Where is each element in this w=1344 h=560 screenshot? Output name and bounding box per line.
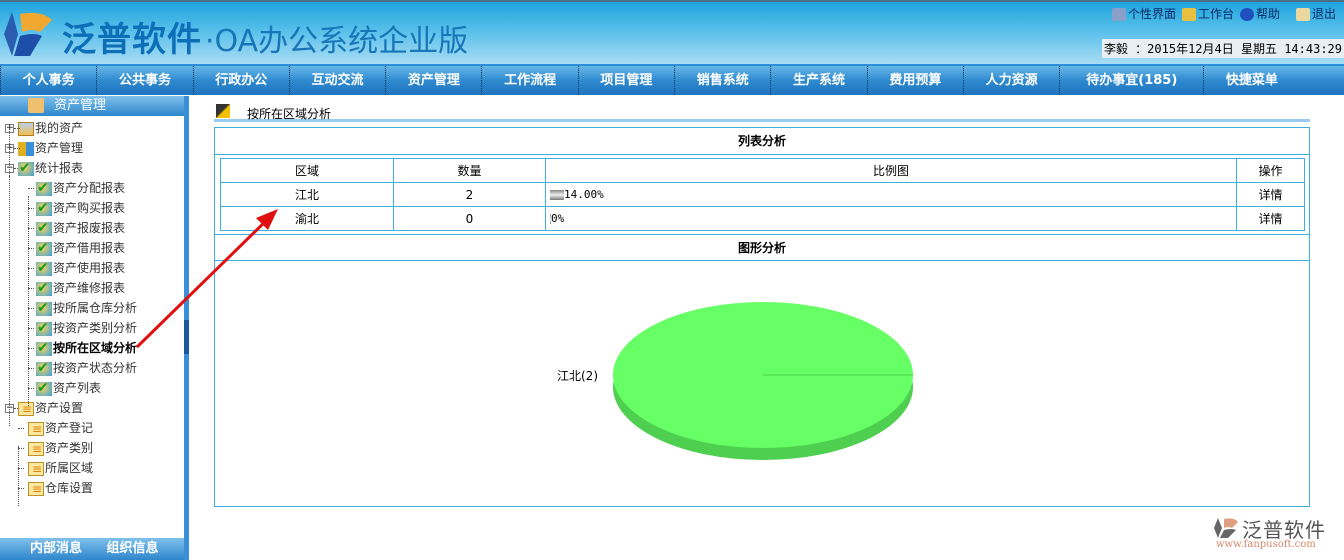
- table-row: 江北 2 14.00% 详情: [220, 182, 1305, 207]
- check-icon: [36, 358, 52, 378]
- list-analysis-title: 列表分析: [215, 128, 1309, 155]
- table-row: 渝北 0 0% 详情: [220, 206, 1305, 231]
- ratio-bar: [550, 214, 551, 224]
- workbench-link[interactable]: 工作台: [1181, 5, 1234, 22]
- tree-item[interactable]: + 资产管理: [5, 141, 84, 156]
- nav-item[interactable]: 快捷菜单: [1203, 66, 1299, 95]
- tree-item[interactable]: 资产报废报表: [0, 218, 184, 238]
- brand-name: 泛普软件: [62, 20, 202, 60]
- details-link[interactable]: 详情: [1236, 206, 1305, 231]
- brand-subtitle: ·OA办公系统企业版: [205, 24, 469, 59]
- page-header: 按所在区域分析: [214, 100, 1310, 122]
- tree-item[interactable]: 资产类别: [0, 438, 184, 459]
- column-header: 区域: [220, 158, 394, 183]
- doc-icon: [28, 419, 44, 439]
- check-icon: [36, 318, 52, 338]
- check-icon: [36, 218, 52, 238]
- pie-chart: 江北(2): [215, 261, 1309, 501]
- nav-item[interactable]: 互动交流: [288, 66, 385, 95]
- doc-icon: [28, 439, 44, 459]
- sidebar-footer: 内部消息 组织信息: [0, 538, 185, 560]
- tree-item[interactable]: + 我的资产: [5, 121, 84, 136]
- logo-icon: [4, 12, 52, 56]
- column-header: 数量: [393, 158, 546, 183]
- flag-icon: [1181, 8, 1196, 21]
- doc-icon: [28, 459, 44, 479]
- wand-icon: [216, 104, 230, 118]
- check-icon: [36, 258, 52, 278]
- tree-item[interactable]: 资产购买报表: [0, 198, 184, 218]
- nav-item[interactable]: 销售系统: [674, 66, 770, 95]
- tree-item[interactable]: −统计报表: [0, 158, 184, 178]
- details-link[interactable]: 详情: [1236, 182, 1305, 207]
- page-title: 按所在区域分析: [247, 107, 332, 121]
- tree-item[interactable]: 资产分配报表: [0, 178, 184, 198]
- tree-item[interactable]: 资产列表: [0, 378, 184, 398]
- pie-label: 江北(2): [557, 369, 598, 383]
- nav-item[interactable]: 费用预算: [866, 66, 963, 95]
- sidebar: 资产管理 +我的资产 +资产管理 −统计报表资产分配报表资产购买报表资产报废报表资产…: [0, 96, 185, 560]
- nav-item[interactable]: 待办事宜(185): [1059, 66, 1203, 95]
- folder-icon: [18, 121, 34, 136]
- tree-item[interactable]: 仓库设置: [0, 478, 184, 499]
- sidebar-header: 资产管理: [0, 96, 184, 116]
- check-icon: [18, 158, 34, 178]
- collapse-sidebar-button[interactable]: [184, 320, 189, 354]
- personal-ui-link[interactable]: 个性界面: [1111, 5, 1176, 22]
- tree-item[interactable]: 资产借用报表: [0, 238, 184, 258]
- mgr-icon: [18, 141, 34, 156]
- nav-item[interactable]: 个人事务: [0, 66, 96, 95]
- nav-item[interactable]: 资产管理: [385, 66, 481, 95]
- check-icon: [36, 338, 52, 358]
- main-nav: 个人事务 公共事务 行政办公 互动交流 资产管理 工作流程 项目管理 销售系统 生产系统 费用预算…: [0, 64, 1344, 95]
- pie-svg: [613, 302, 913, 460]
- home-icon: [28, 98, 44, 113]
- check-icon: [36, 278, 52, 298]
- chart-analysis-title: 图形分析: [215, 234, 1309, 261]
- tree-item[interactable]: 按资产类别分析: [0, 318, 184, 338]
- nav-item[interactable]: 工作流程: [481, 66, 577, 95]
- tree-item[interactable]: 资产使用报表: [0, 258, 184, 278]
- monitor-icon: [1111, 8, 1126, 21]
- check-icon: [36, 378, 52, 398]
- nav-item[interactable]: 生产系统: [770, 66, 866, 95]
- tree-item[interactable]: 按所属仓库分析: [0, 298, 184, 318]
- watermark-icon: [1214, 518, 1238, 538]
- exit-icon: [1295, 8, 1310, 21]
- main-content: 按所在区域分析 列表分析 区域 数量 比例图 操作 江北 2 14.00% 详情…: [214, 100, 1310, 507]
- nav-item[interactable]: 项目管理: [577, 66, 674, 95]
- tree-item[interactable]: 按所在区域分析: [0, 338, 184, 358]
- check-icon: [36, 178, 52, 198]
- doc-icon: [28, 479, 44, 499]
- sidebar-tree: +我的资产 +资产管理 −统计报表资产分配报表资产购买报表资产报废报表资产借用报表资…: [0, 116, 184, 506]
- column-header: 操作: [1236, 158, 1305, 183]
- logout-link[interactable]: 退出: [1295, 5, 1336, 22]
- nav-item[interactable]: 公共事务: [96, 66, 192, 95]
- user-datetime: 李毅 ：2015年12月4日 星期五 14:43:29: [1101, 39, 1344, 58]
- doc-icon: [18, 399, 34, 419]
- column-header: 比例图: [545, 158, 1237, 183]
- help-link[interactable]: 帮助: [1239, 5, 1280, 22]
- tree-item[interactable]: 所属区域: [0, 458, 184, 479]
- tree-item[interactable]: 资产维修报表: [0, 278, 184, 298]
- nav-item[interactable]: 行政办公: [192, 66, 289, 95]
- check-icon: [36, 238, 52, 258]
- tree-item[interactable]: 资产登记: [0, 418, 184, 439]
- watermark-logo: 泛普软件 www.fanpusoft.com: [1214, 518, 1326, 550]
- nav-item[interactable]: 人力资源: [962, 66, 1059, 95]
- tree-item[interactable]: 按资产状态分析: [0, 358, 184, 378]
- internal-messages-tab[interactable]: 内部消息: [30, 541, 83, 556]
- region-table: 区域 数量 比例图 操作 江北 2 14.00% 详情 渝北 0 0% 详情: [220, 158, 1305, 231]
- header: 泛普软件 ·OA办公系统企业版 个性界面 工作台 帮助 退出 李毅 ：2015年…: [0, 0, 1344, 64]
- ratio-bar: [550, 190, 564, 200]
- analysis-panel: 列表分析 区域 数量 比例图 操作 江北 2 14.00% 详情 渝北 0 0%…: [214, 127, 1310, 507]
- org-info-tab[interactable]: 组织信息: [106, 541, 159, 556]
- check-icon: [36, 298, 52, 318]
- help-icon: [1239, 8, 1254, 21]
- check-icon: [36, 198, 52, 218]
